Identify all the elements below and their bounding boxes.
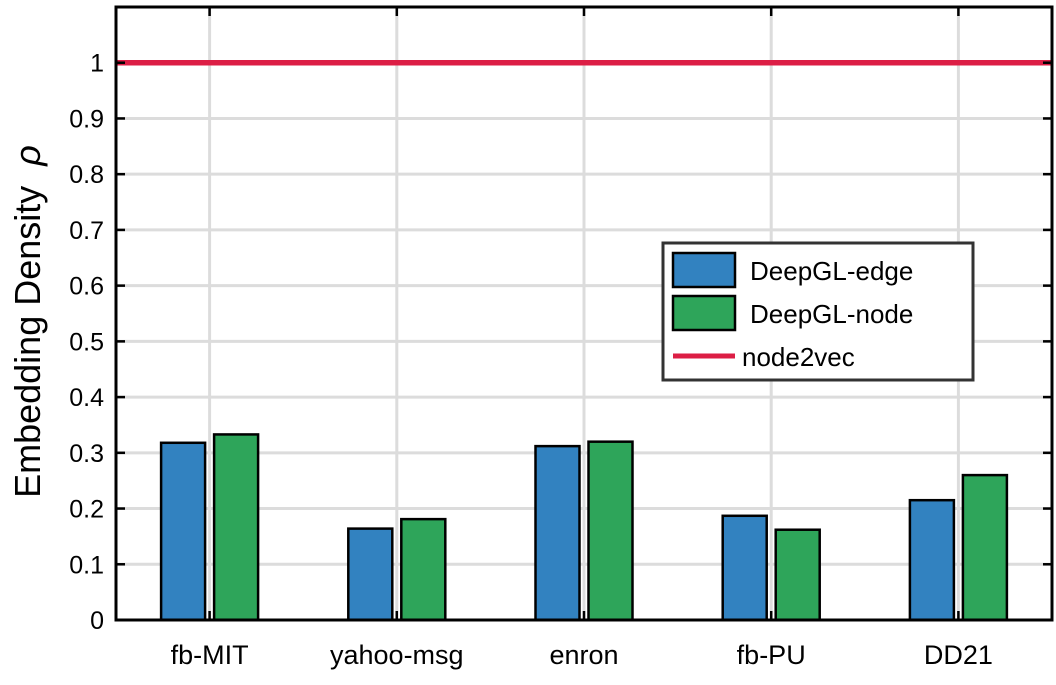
y-tick-label: 1 — [90, 50, 104, 78]
bar-deepgl-edge-yahoo-msg — [347, 527, 394, 622]
y-tick-label: 0.6 — [69, 273, 104, 301]
legend-label-deepgl-edge: DeepGL-edge — [750, 256, 913, 286]
bar-deepgl-node-dd21 — [961, 473, 1009, 622]
y-tick-label: 0.7 — [69, 217, 104, 245]
legend-swatch-deepgl-node — [671, 294, 737, 332]
bar-deepgl-node-fb-pu — [774, 528, 821, 622]
y-axis-label-text: Embedding Density — [7, 186, 48, 498]
x-category-label: DD21 — [924, 640, 993, 670]
bars — [159, 433, 1009, 622]
x-category-label: fb-PU — [737, 640, 806, 670]
x-category-label: fb-MIT — [171, 640, 249, 670]
legend-label-deepgl-node: DeepGL-node — [750, 299, 913, 329]
y-axis-label-symbol: ρ — [7, 145, 48, 167]
axis-ticks: 0 0.1 0.2 0.3 0.4 0.5 0.6 0.7 0.8 0.9 1 fb-MIT yahoo… — [69, 7, 1052, 670]
bar-deepgl-node-fb-mit — [212, 433, 260, 622]
x-category-label: yahoo-msg — [330, 640, 464, 670]
legend-label-node2vec: node2vec — [742, 342, 855, 372]
bar-deepgl-edge-enron — [534, 444, 581, 622]
y-tick-label: 0.1 — [69, 551, 104, 579]
y-tick-label: 0.5 — [69, 328, 104, 356]
bar-deepgl-edge-dd21 — [908, 498, 956, 622]
y-tick-label: 0.4 — [69, 384, 104, 412]
y-tick-label: 0.8 — [69, 161, 104, 189]
bar-deepgl-node-yahoo-msg — [400, 517, 447, 622]
legend-swatch-deepgl-edge — [671, 251, 737, 289]
x-category-label: enron — [549, 640, 618, 670]
bar-deepgl-edge-fb-pu — [721, 514, 768, 622]
legend: DeepGL-edge DeepGL-node node2vec — [661, 241, 975, 382]
y-axis-label: Embedding Density ρ — [7, 145, 48, 498]
y-tick-label: 0 — [90, 607, 104, 635]
y-tick-label: 0.3 — [69, 440, 104, 468]
y-tick-label: 0.9 — [69, 105, 104, 133]
bar-deepgl-node-enron — [587, 440, 634, 622]
bar-deepgl-edge-fb-mit — [159, 441, 207, 622]
y-tick-label: 0.2 — [69, 496, 104, 524]
